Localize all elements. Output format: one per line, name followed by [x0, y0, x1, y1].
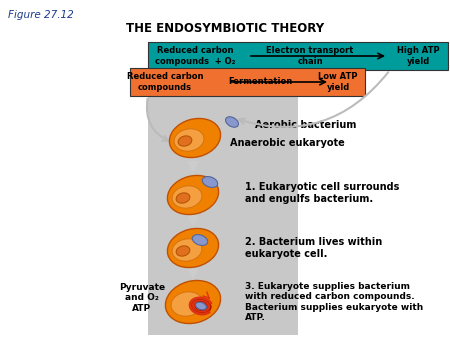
Bar — [148, 42, 448, 70]
Ellipse shape — [169, 118, 220, 158]
Text: 2. Bacterium lives within
eukaryote cell.: 2. Bacterium lives within eukaryote cell… — [245, 237, 382, 259]
Ellipse shape — [192, 235, 208, 245]
Ellipse shape — [225, 117, 238, 127]
Ellipse shape — [166, 281, 220, 323]
Text: Figure 27.12: Figure 27.12 — [8, 10, 74, 20]
Ellipse shape — [172, 239, 202, 261]
Ellipse shape — [195, 301, 207, 311]
Ellipse shape — [176, 246, 190, 256]
Bar — [148, 42, 298, 335]
Ellipse shape — [202, 176, 218, 188]
Ellipse shape — [167, 228, 219, 268]
Ellipse shape — [172, 186, 202, 208]
Text: 3. Eukaryote supplies bacterium
with reduced carbon compounds.
Bacterium supplie: 3. Eukaryote supplies bacterium with red… — [245, 282, 423, 322]
Text: High ATP
yield: High ATP yield — [397, 46, 439, 66]
Text: Reduced carbon
compounds  + O₂: Reduced carbon compounds + O₂ — [155, 46, 235, 66]
Ellipse shape — [196, 302, 207, 310]
Ellipse shape — [167, 175, 219, 215]
Text: 1. Eukaryotic cell surrounds
and engulfs bacterium.: 1. Eukaryotic cell surrounds and engulfs… — [245, 182, 400, 204]
Ellipse shape — [174, 129, 204, 151]
Text: Aerobic bacterium: Aerobic bacterium — [255, 120, 356, 130]
Text: Pyruvate
and O₂
ATP: Pyruvate and O₂ ATP — [119, 283, 165, 313]
Text: Fermentation: Fermentation — [228, 77, 292, 87]
Ellipse shape — [171, 292, 203, 316]
Text: Electron transport
chain: Electron transport chain — [266, 46, 354, 66]
Text: Reduced carbon
compounds: Reduced carbon compounds — [127, 72, 203, 92]
Bar — [130, 68, 365, 96]
Ellipse shape — [178, 136, 192, 146]
Text: Low ATP
yield: Low ATP yield — [318, 72, 358, 92]
Ellipse shape — [176, 193, 190, 203]
Ellipse shape — [191, 299, 211, 313]
Text: THE ENDOSYMBIOTIC THEORY: THE ENDOSYMBIOTIC THEORY — [126, 22, 324, 34]
Text: Anaerobic eukaryote: Anaerobic eukaryote — [230, 138, 345, 148]
